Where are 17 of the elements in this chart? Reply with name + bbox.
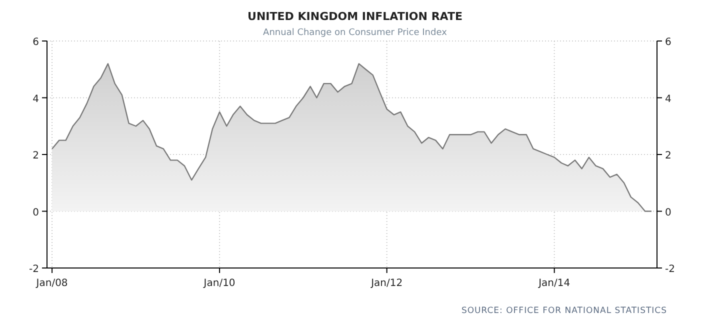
x-tick-label: Jan/12 [370, 278, 403, 289]
y2-tick-label: 6 [665, 37, 672, 48]
y-tick-label: 0 [32, 207, 39, 218]
y-tick-label: 2 [32, 150, 39, 162]
x-tick-label: Jan/10 [202, 278, 236, 289]
y2-tick-label: 0 [665, 207, 672, 218]
source-note: SOURCE: OFFICE FOR NATIONAL STATISTICS [461, 306, 667, 316]
y-tick-label: 6 [32, 37, 39, 48]
y2-tick-label: -2 [665, 264, 675, 275]
y-tick-label: -2 [29, 264, 39, 275]
y2-tick-label: 2 [665, 150, 672, 162]
chart-subtitle: Annual Change on Consumer Price Index [263, 28, 448, 38]
y2-tick-label: 4 [665, 94, 672, 105]
y-tick-label: 4 [32, 94, 39, 105]
chart-title: UNITED KINGDOM INFLATION RATE [248, 10, 462, 23]
x-tick-label: Jan/14 [538, 278, 570, 289]
x-tick-label: Jan/08 [35, 278, 68, 289]
